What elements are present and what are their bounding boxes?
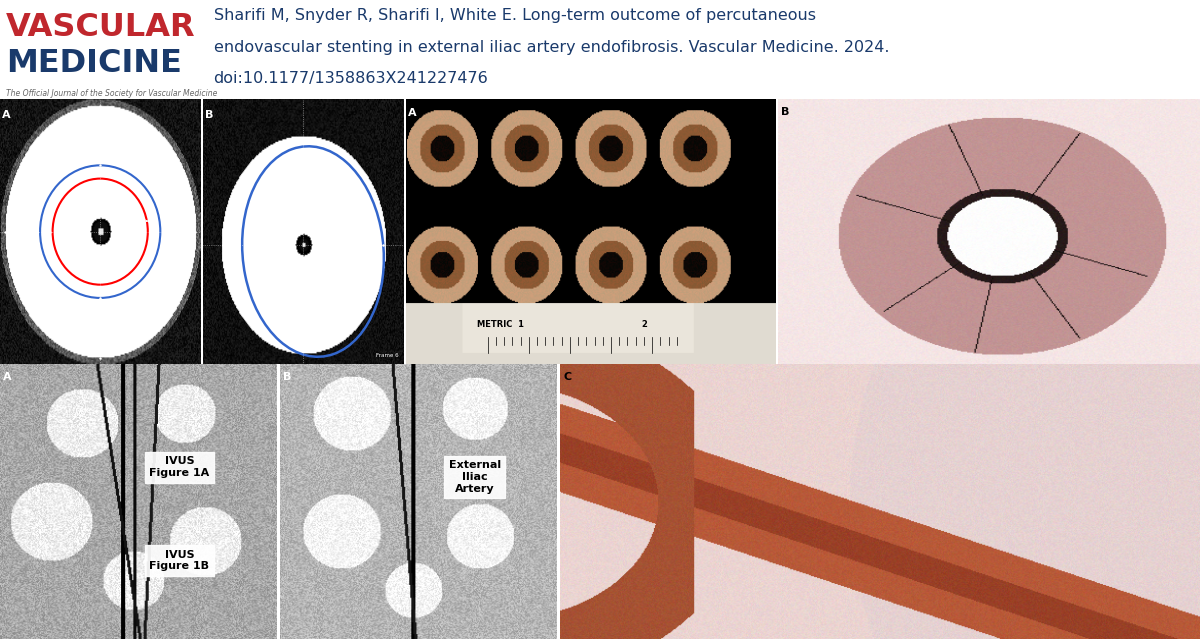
Text: METRIC  1: METRIC 1 <box>478 320 524 329</box>
Text: MEDICINE: MEDICINE <box>6 47 182 79</box>
Text: B: B <box>283 372 292 382</box>
Text: 2: 2 <box>642 320 648 329</box>
Text: External
Iliac
Artery: External Iliac Artery <box>449 461 502 494</box>
Text: IVUS
Figure 1A: IVUS Figure 1A <box>149 456 210 478</box>
Text: doi:10.1177/1358863X241227476: doi:10.1177/1358863X241227476 <box>214 72 488 86</box>
Text: IVUS
Figure 1B: IVUS Figure 1B <box>150 550 210 571</box>
Text: EEL: EEL <box>128 218 148 224</box>
Text: A: A <box>408 108 416 118</box>
Text: VASCULAR: VASCULAR <box>6 12 196 43</box>
Text: B: B <box>781 107 790 117</box>
Text: The Official Journal of the Society for Vascular Medicine: The Official Journal of the Society for … <box>6 89 217 98</box>
Text: Sharifi M, Snyder R, Sharifi I, White E. Long-term outcome of percutaneous: Sharifi M, Snyder R, Sharifi I, White E.… <box>214 8 816 23</box>
Text: C: C <box>563 372 571 382</box>
Text: A: A <box>2 110 11 119</box>
Text: endovascular stenting in external iliac artery endofibrosis. Vascular Medicine. : endovascular stenting in external iliac … <box>214 40 889 54</box>
Text: A: A <box>4 372 12 382</box>
Text: Frame 6: Frame 6 <box>376 353 398 358</box>
Text: B: B <box>205 110 214 119</box>
